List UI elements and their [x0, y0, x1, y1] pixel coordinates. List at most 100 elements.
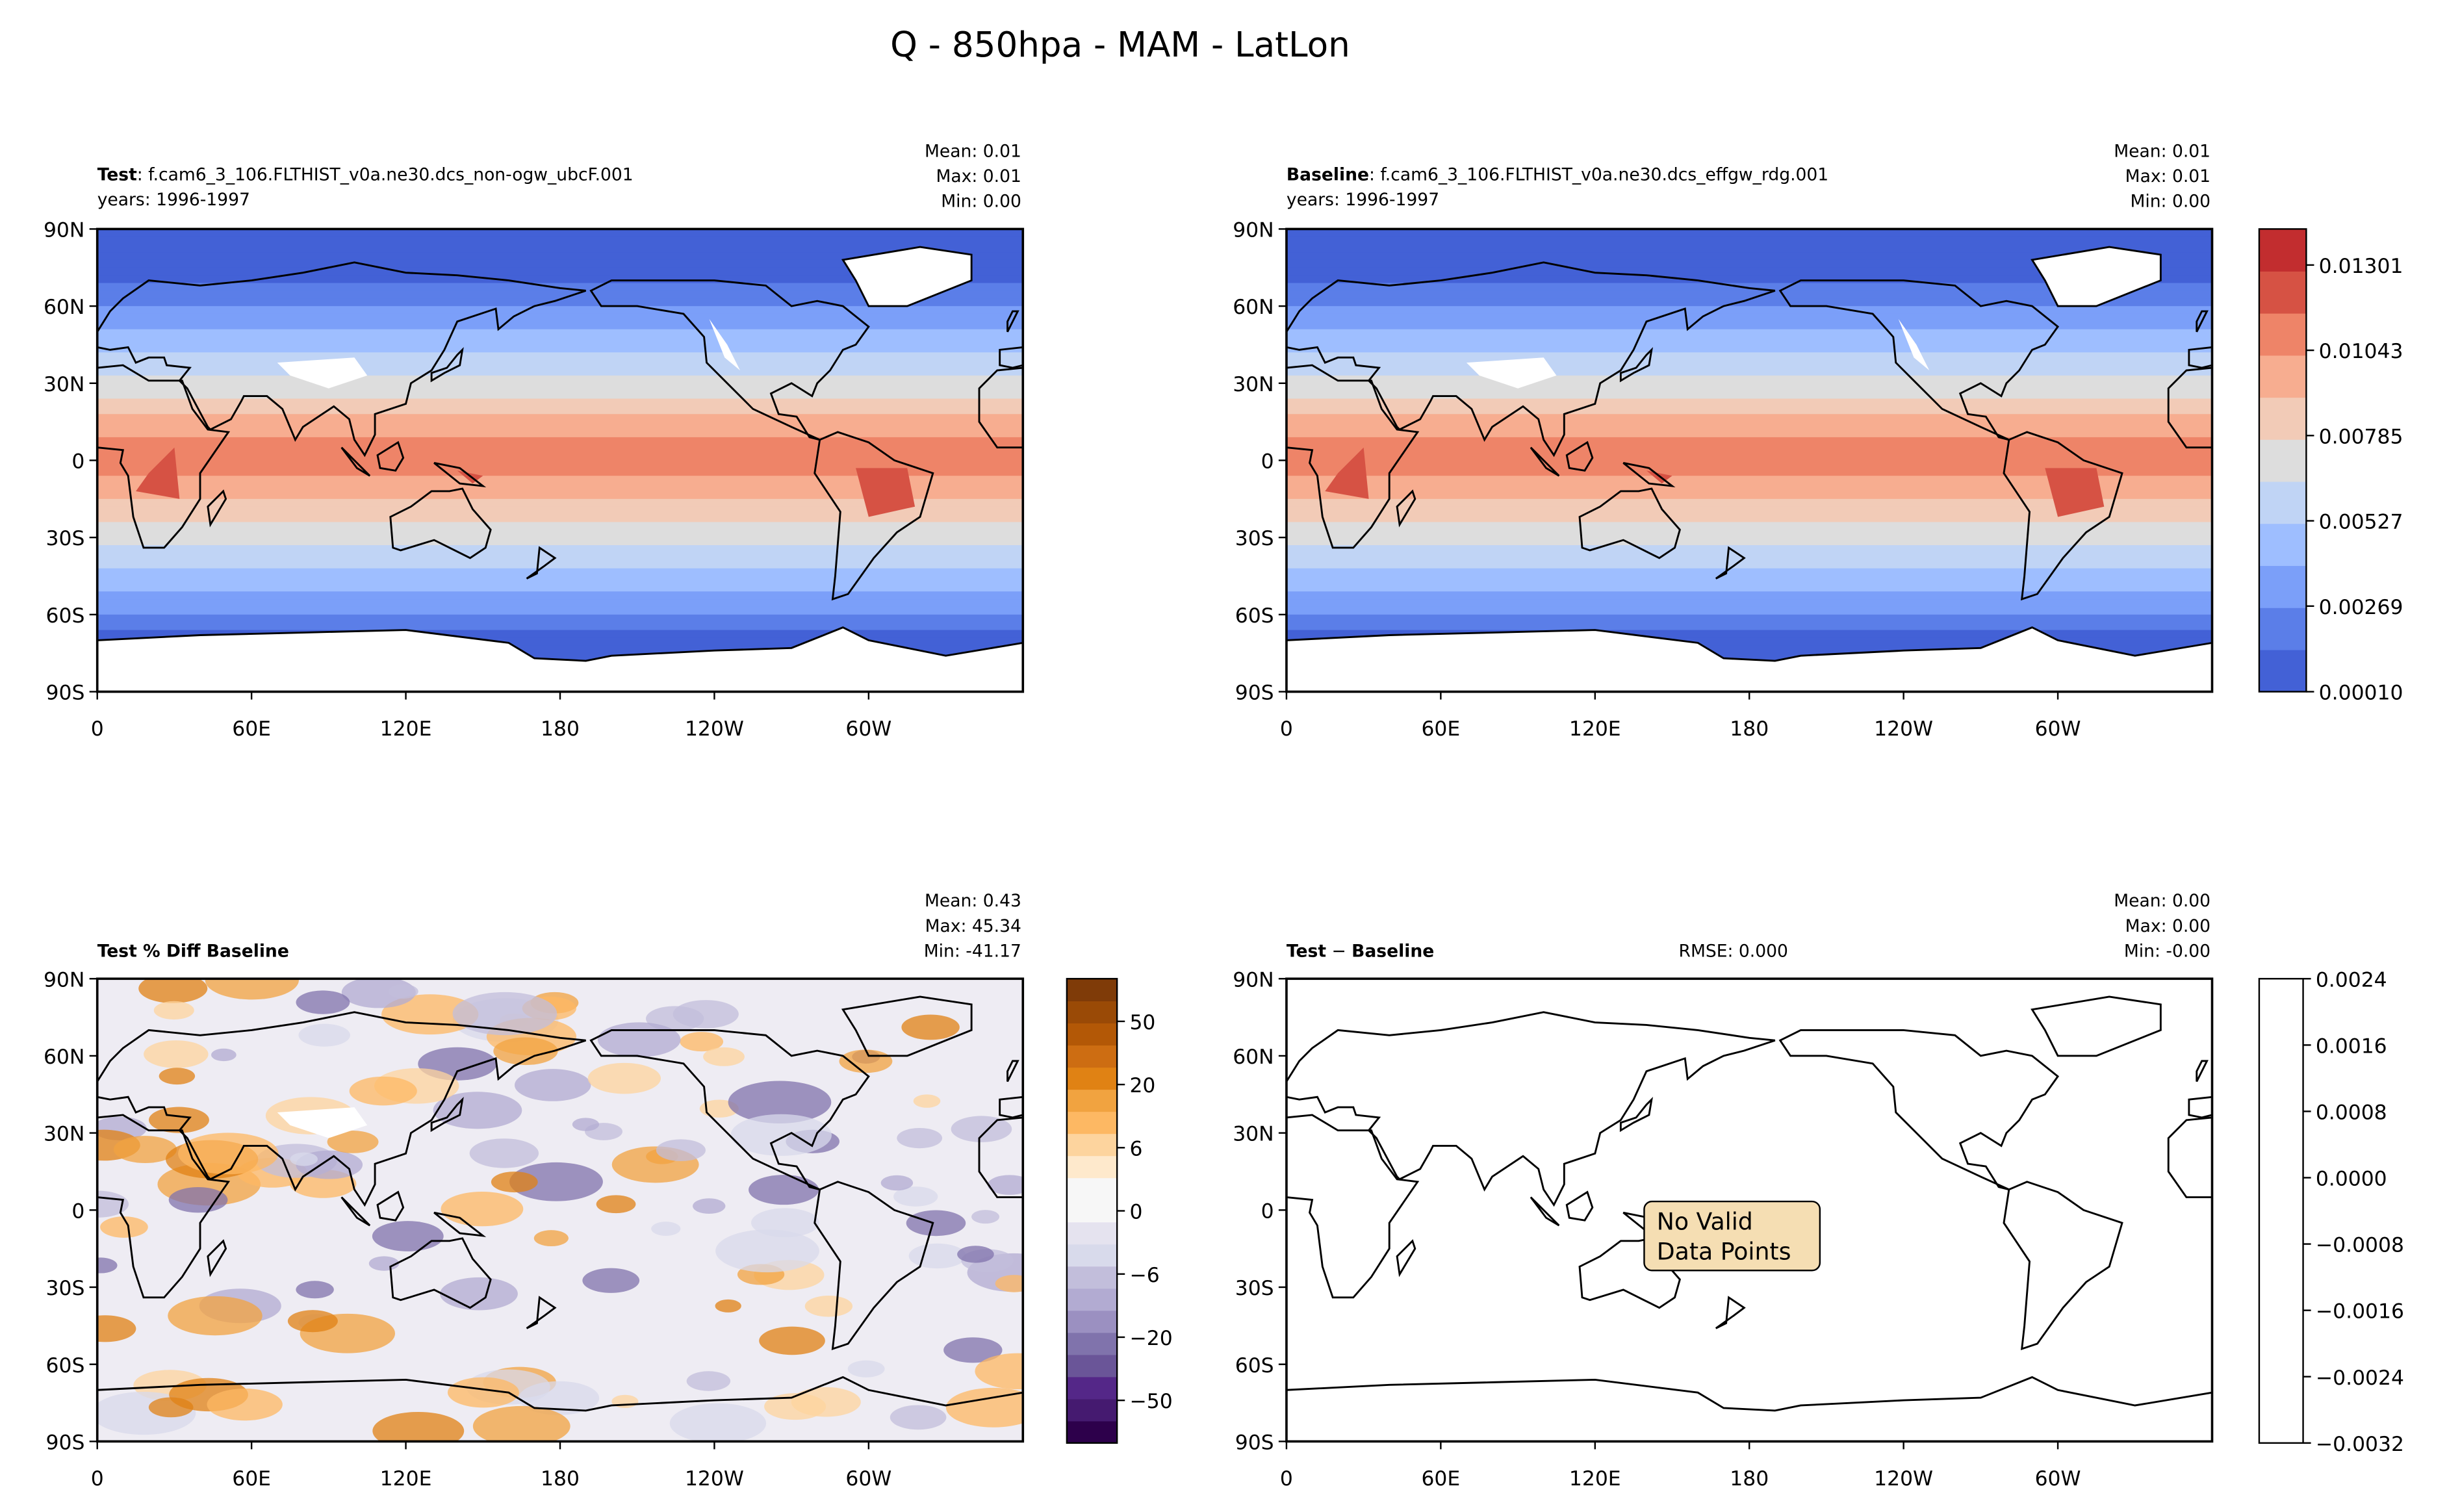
masked-region: [1286, 627, 2212, 692]
field-band: [97, 344, 1023, 353]
y-tick-label: 30N: [44, 373, 84, 396]
colorbar: 50 20 6 0 −6 −20 −50: [1066, 978, 1173, 1444]
y-tick-label: 90S: [46, 1431, 85, 1454]
field-band: [1286, 545, 2212, 554]
y-tick-label: 90S: [1235, 1431, 1274, 1454]
field-band: [97, 406, 1023, 415]
diff-blob: [207, 1388, 283, 1421]
field-band: [97, 337, 1023, 346]
y-tick-label: 90N: [1233, 968, 1274, 992]
field-band: [1286, 491, 2212, 500]
field-band: [1286, 552, 2212, 561]
y-tick-label: 0: [71, 450, 84, 474]
field-band: [97, 313, 1023, 323]
x-tick-label: 60W: [2035, 1467, 2081, 1491]
diff-blob: [759, 1326, 825, 1355]
x-tick-label: 0: [1280, 1467, 1293, 1491]
diff-blob: [749, 1175, 819, 1205]
colorbar-band: [1066, 1023, 1118, 1046]
field-band: [1286, 352, 2212, 361]
field-band: [97, 444, 1023, 454]
y-tick-label: 30S: [1235, 527, 1274, 550]
diff-blob: [168, 1296, 263, 1336]
coastline: [1715, 1296, 1746, 1329]
diff-blob: [97, 1257, 118, 1274]
coastline: [97, 261, 587, 457]
colorbar-band: [1066, 979, 1118, 1002]
coastline: [97, 364, 231, 549]
field-band: [97, 545, 1023, 554]
masked-highland: [277, 357, 368, 389]
colorbar-band: [1066, 1398, 1118, 1422]
coastline: [814, 1181, 934, 1351]
coastline: [1286, 1114, 1420, 1299]
field-band: [97, 498, 1023, 507]
coastline: [2196, 310, 2209, 333]
coastline: [1286, 364, 1420, 549]
masked-highland: [1898, 318, 1930, 371]
field-band: [1286, 460, 2212, 469]
coastline: [978, 366, 1023, 449]
colorbar-tick-label: −0.0032: [2316, 1433, 2404, 1456]
diff-blob: [298, 1023, 350, 1047]
diff-blob: [587, 1062, 661, 1094]
colorbar-tick-label: 0.00527: [2319, 511, 2403, 534]
colorbar-band: [2259, 355, 2307, 398]
header-years: years: 1996-1997: [97, 190, 250, 210]
field-band: [1286, 414, 2212, 423]
field-band: [97, 290, 1023, 300]
colorbar-tick-label: 0.0008: [2316, 1101, 2387, 1124]
colorbar-band: [1066, 1089, 1118, 1112]
colorbar-tick-label: 20: [1129, 1074, 1155, 1097]
x-tick-label: 180: [1730, 717, 1769, 741]
colorbar-band: [1066, 1067, 1118, 1090]
x-tick-label: 60E: [232, 1467, 271, 1491]
coastline: [1006, 1060, 1019, 1083]
colorbar-band: [2259, 649, 2307, 693]
field-band: [97, 398, 1023, 407]
field-band: [1286, 530, 2212, 539]
panel-header: Test % Diff Baseline: [97, 941, 289, 961]
diff-blob: [890, 1405, 947, 1430]
field-band: [97, 437, 1023, 446]
field-band: [97, 552, 1023, 561]
colorbar-band: [1066, 1133, 1118, 1157]
diff-blob: [388, 984, 418, 999]
field-band: [97, 229, 1023, 238]
field-band: [1286, 406, 2212, 415]
coastline: [340, 1196, 371, 1227]
diff-blob: [148, 1107, 209, 1133]
colorbar-tick-label: 0: [1129, 1201, 1142, 1224]
coastline: [999, 1096, 1023, 1119]
field-band: [97, 452, 1023, 461]
coastline: [814, 431, 934, 601]
x-tick-label: 0: [91, 717, 104, 741]
diff-blob: [975, 1353, 1023, 1390]
colorbar-tick-label: 0.0024: [2316, 968, 2387, 992]
x-tick-label: 120W: [1874, 1467, 1933, 1491]
diff-blob: [656, 1139, 706, 1162]
colorbar-band: [1066, 1111, 1118, 1134]
coastline: [433, 462, 487, 488]
diff-blob: [693, 1198, 726, 1214]
y-tick-label: 60S: [46, 604, 85, 628]
coastline: [589, 279, 870, 441]
diff-blob: [987, 1175, 1023, 1195]
colorbar: 0.0024 0.0016 0.0008 0.0000 −0.0008 −0.0016 −0…: [2258, 968, 2404, 1456]
header-years: years: 1996-1997: [1287, 190, 1439, 210]
colorbar-band: [1066, 1199, 1118, 1223]
y-tick-label: 30S: [46, 527, 85, 550]
field-band: [1286, 398, 2212, 407]
field-band: [1286, 259, 2212, 268]
diff-blob: [847, 1360, 885, 1377]
diff-blob: [205, 979, 299, 1000]
y-tick-label: 0: [1261, 1199, 1274, 1223]
coastline: [2188, 1096, 2212, 1119]
field-band: [1286, 237, 2212, 246]
colorbar-band: [2259, 979, 2303, 1444]
field-band: [1286, 267, 2212, 276]
diff-blob: [138, 979, 208, 1003]
field-band: [1286, 599, 2212, 608]
coastline: [1622, 462, 1676, 488]
coastline: [207, 1239, 227, 1277]
